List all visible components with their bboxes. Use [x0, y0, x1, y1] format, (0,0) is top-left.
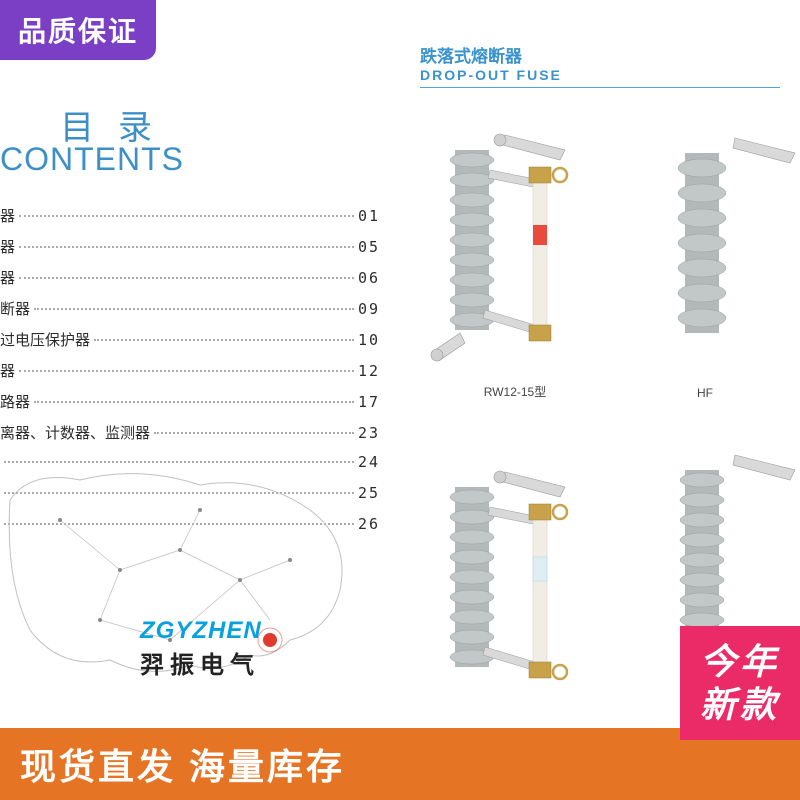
- product-cell: HF: [610, 100, 800, 420]
- product-row: RW12-15型: [420, 100, 800, 420]
- toc-dots: [94, 339, 354, 341]
- toc-item: 断器 09: [0, 298, 380, 319]
- toc-dots: [34, 401, 354, 403]
- toc-dots: [154, 432, 354, 434]
- product-title-cn: 跌落式熔断器: [420, 42, 780, 67]
- toc-label: 断器: [0, 298, 30, 319]
- new-product-badge: 今年 新款: [680, 626, 800, 740]
- brand-name-en: ZGYZHEN: [140, 617, 262, 645]
- toc-page: 10: [358, 331, 380, 349]
- drop-out-fuse-icon: [655, 128, 800, 378]
- toc-label: 过电压保护器: [0, 329, 90, 350]
- toc-dots: [19, 277, 354, 279]
- toc-item: 路器 17: [0, 391, 380, 412]
- product-cell: RW12-15型: [420, 100, 610, 420]
- toc-label: 器: [0, 267, 15, 288]
- toc-item: 器 05: [0, 236, 380, 257]
- drop-out-fuse-icon: [425, 462, 605, 712]
- left-catalog-page: 目录 CONTENTS 器 01 器 05 器 06 断器 09: [0, 0, 400, 800]
- toc-item: 离器、计数器、监测器 23: [0, 422, 380, 443]
- toc-label: 器: [0, 236, 15, 257]
- toc-page: 01: [358, 207, 380, 225]
- toc-page: 17: [358, 393, 380, 411]
- new-badge-line1: 今年: [700, 640, 780, 683]
- toc-label: 器: [0, 360, 15, 381]
- toc-page: 12: [358, 362, 380, 380]
- toc-page: 06: [358, 269, 380, 287]
- toc-dots: [19, 370, 354, 372]
- toc-item: 器 01: [0, 205, 380, 226]
- drop-out-fuse-icon: [425, 125, 605, 375]
- product-cell: [420, 420, 610, 740]
- toc-page: 05: [358, 238, 380, 256]
- product-label: RW12-15型: [484, 383, 546, 400]
- product-label: HF: [697, 386, 713, 400]
- quality-badge: 品质保证: [0, 0, 156, 60]
- new-badge-line2: 新款: [700, 683, 780, 726]
- brand-logo: ZGYZHEN 羿振电气: [140, 617, 262, 680]
- toc-item: 器 06: [0, 267, 380, 288]
- product-title-en: DROP-OUT FUSE: [420, 67, 780, 83]
- toc-item: 过电压保护器 10: [0, 329, 380, 350]
- toc-dots: [19, 246, 354, 248]
- toc-label: 路器: [0, 391, 30, 412]
- contents-header: 目录 CONTENTS: [0, 100, 184, 178]
- toc-label: 器: [0, 205, 15, 226]
- toc-dots: [19, 215, 354, 217]
- toc-label: 离器、计数器、监测器: [0, 422, 150, 443]
- product-section-header: 跌落式熔断器 DROP-OUT FUSE: [420, 42, 780, 88]
- china-map: ZGYZHEN 羿振电气: [0, 460, 400, 710]
- toc-page: 09: [358, 300, 380, 318]
- toc-dots: [34, 308, 354, 310]
- toc-item: 器 12: [0, 360, 380, 381]
- contents-title-en: CONTENTS: [0, 141, 184, 178]
- toc-page: 23: [358, 424, 380, 442]
- brand-name-cn: 羿振电气: [140, 645, 262, 680]
